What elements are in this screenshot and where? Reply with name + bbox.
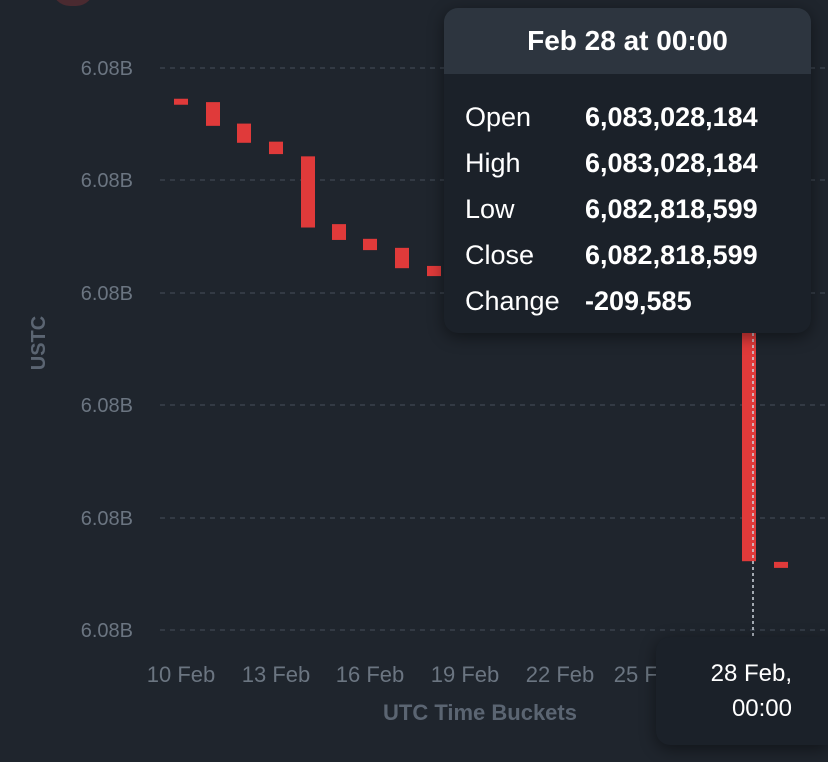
candle [174, 98, 188, 105]
candle [427, 265, 441, 277]
tooltip-row-change: Change -209,585 [465, 278, 811, 324]
tooltip-value: -209,585 [585, 285, 692, 316]
tooltip-label: Open [465, 101, 532, 132]
crosshair-date-flag: 28 Feb, 00:00 [656, 637, 828, 745]
y-tick-label: 6.08B [81, 58, 133, 80]
x-tick-label: 19 Feb [431, 662, 500, 687]
candle [332, 224, 346, 240]
tooltip-title: Feb 28 at 00:00 [444, 8, 811, 74]
tooltip-row-close: Close 6,082,818,599 [465, 232, 811, 278]
x-tick-labels: 10 Feb 13 Feb 16 Feb 19 Feb 22 Feb 25 Feb [147, 662, 683, 687]
crosshair-time: 00:00 [731, 695, 792, 722]
tooltip-row-open: Open 6,083,028,184 [465, 94, 811, 140]
top-avatar-fragment [52, 0, 94, 6]
tooltip-row-high: High 6,083,028,184 [465, 140, 811, 186]
tooltip-label: Close [465, 239, 535, 270]
y-tick-label: 6.08B [81, 620, 133, 642]
y-tick-label: 6.08B [81, 283, 133, 305]
tooltip-body: Open 6,083,028,184 High 6,083,028,184 Lo… [444, 74, 811, 324]
candle [363, 238, 377, 251]
candle [206, 102, 220, 126]
y-tick-label: 6.08B [81, 170, 133, 192]
tooltip-row-low: Low 6,082,818,599 [465, 186, 811, 232]
tooltip-value: 6,083,028,184 [585, 101, 758, 132]
y-axis-label: USTC [28, 316, 50, 370]
candle [269, 141, 283, 155]
x-tick-label: 13 Feb [242, 662, 311, 687]
candle [301, 156, 315, 228]
x-axis-label: UTC Time Buckets [383, 700, 577, 725]
crosshair-date: 28 Feb, [710, 660, 792, 687]
y-tick-labels: 6.08B 6.08B 6.08B 6.08B 6.08B 6.08B [81, 58, 133, 642]
x-tick-label: 22 Feb [526, 662, 595, 687]
candle [395, 247, 409, 269]
tooltip-value: 6,082,818,599 [585, 239, 758, 270]
candle [742, 324, 756, 562]
candle [774, 561, 788, 568]
x-tick-label: 16 Feb [336, 662, 405, 687]
tooltip-value: 6,083,028,184 [585, 147, 758, 178]
tooltip-label: Low [465, 193, 515, 224]
tooltip-label: High [465, 147, 521, 178]
x-tick-label: 10 Feb [147, 662, 216, 687]
tooltip-label: Change [465, 285, 560, 316]
y-tick-label: 6.08B [81, 508, 133, 530]
tooltip-value: 6,082,818,599 [585, 193, 758, 224]
y-tick-label: 6.08B [81, 395, 133, 417]
ohlc-tooltip: Feb 28 at 00:00 Open 6,083,028,184 High … [444, 8, 811, 333]
candle [237, 123, 251, 143]
